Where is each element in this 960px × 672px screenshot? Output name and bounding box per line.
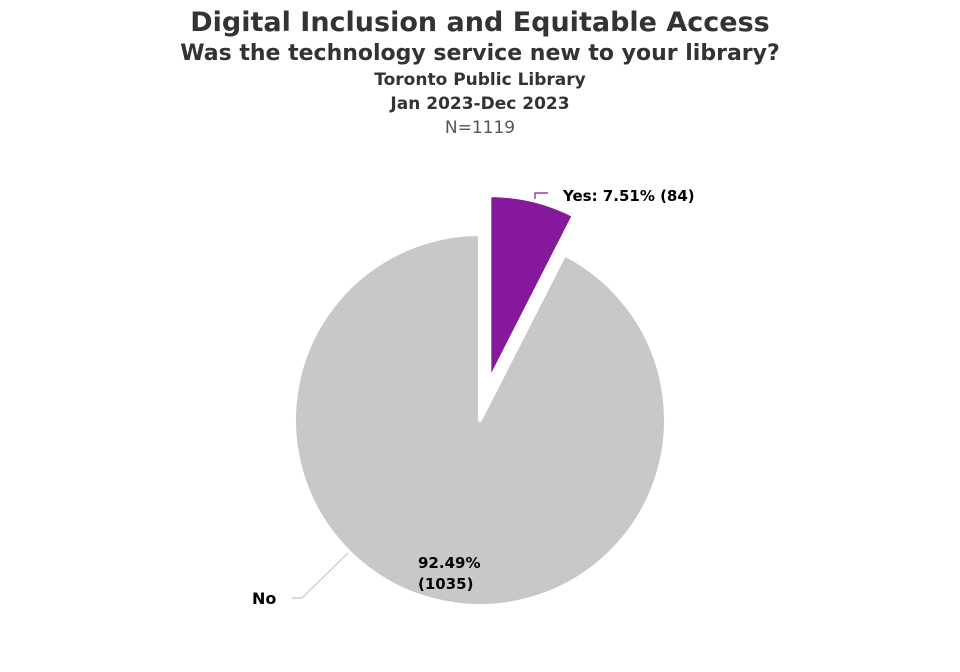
chart-titles: Digital Inclusion and Equitable Access W…	[0, 6, 960, 140]
chart-period: Jan 2023-Dec 2023	[390, 94, 570, 114]
yes-label: Yes: 7.51% (84)	[562, 187, 695, 205]
no-label: No	[252, 589, 276, 608]
chart-subtitle: Was the technology service new to your l…	[180, 41, 780, 66]
chart-sample-size: N=1119	[444, 118, 516, 138]
yes-connector	[534, 192, 548, 199]
pie-slice-no	[292, 232, 668, 608]
chart-title: Digital Inclusion and Equitable Access	[190, 7, 770, 38]
no-connector	[292, 552, 349, 599]
chart-organization: Toronto Public Library	[374, 70, 586, 90]
no-count-label: (1035)	[418, 575, 473, 593]
no-percent-label: 92.49%	[418, 554, 480, 572]
pie-slice-yes	[487, 193, 576, 384]
